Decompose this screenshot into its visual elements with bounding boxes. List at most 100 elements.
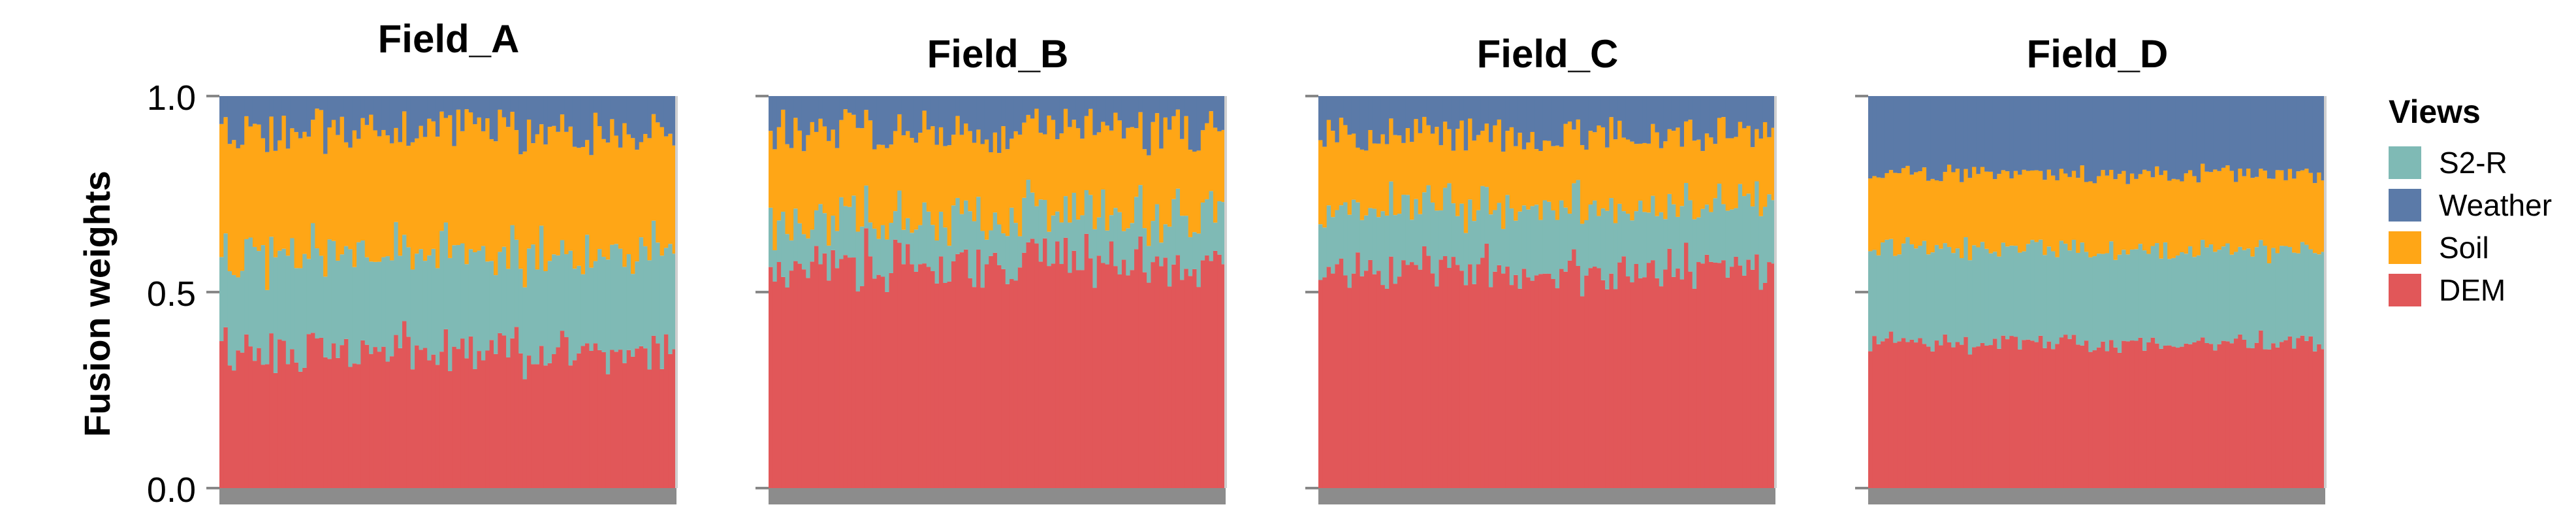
bar-segment-s2-r-31 bbox=[1997, 256, 2002, 349]
bar-segment-weather-86 bbox=[1126, 96, 1131, 128]
bar-segment-soil-108 bbox=[2317, 173, 2322, 255]
bar-segment-soil-3 bbox=[1331, 131, 1336, 218]
bar-segment-dem-25 bbox=[872, 278, 878, 488]
bar-segment-soil-89 bbox=[2238, 169, 2243, 247]
bar-segment-weather-29 bbox=[340, 96, 345, 117]
bar-segment-dem-66 bbox=[494, 353, 498, 488]
bar-segment-dem-94 bbox=[1159, 266, 1164, 488]
bar-segment-soil-45 bbox=[406, 146, 411, 248]
bar-segment-soil-10 bbox=[1360, 149, 1365, 220]
bar-segment-dem-23 bbox=[864, 228, 869, 488]
bar-segment-dem-11 bbox=[1364, 271, 1369, 488]
bar-segment-dem-21 bbox=[1955, 342, 1960, 488]
bar-segment-soil-36 bbox=[918, 133, 923, 225]
bar-segment-weather-74 bbox=[1075, 96, 1081, 129]
bar-segment-s2-r-81 bbox=[1105, 230, 1110, 265]
legend-swatch-dem bbox=[2389, 274, 2421, 306]
bar-segment-soil-96 bbox=[618, 147, 623, 249]
bar-segment-soil-33 bbox=[1455, 129, 1460, 216]
bar-segment-soil-84 bbox=[568, 126, 573, 251]
bar-segment-dem-16 bbox=[285, 364, 291, 488]
bar-segment-dem-52 bbox=[435, 365, 440, 488]
bar-segment-weather-83 bbox=[2213, 96, 2218, 170]
bar-segment-weather-76 bbox=[1634, 96, 1639, 144]
bar-segment-soil-12 bbox=[1368, 130, 1373, 208]
bar-segment-s2-r-13 bbox=[1372, 208, 1377, 274]
bar-segment-s2-r-91 bbox=[1147, 246, 1152, 283]
bar-segment-weather-0 bbox=[1318, 96, 1323, 140]
bar-segment-s2-r-107 bbox=[1213, 222, 1218, 251]
bar-segment-s2-r-42 bbox=[2043, 255, 2048, 348]
bar-segment-dem-60 bbox=[2117, 352, 2122, 488]
bar-segment-s2-r-54 bbox=[993, 212, 998, 253]
bar-segment-weather-43 bbox=[2046, 96, 2052, 170]
bar-segment-soil-88 bbox=[1134, 128, 1139, 197]
bar-segment-dem-57 bbox=[2105, 351, 2110, 488]
bar-segment-soil-73 bbox=[2171, 178, 2176, 258]
bar-segment-s2-r-47 bbox=[1514, 220, 1519, 275]
bar-segment-dem-31 bbox=[1447, 268, 1452, 488]
bar-segment-weather-40 bbox=[2034, 96, 2039, 171]
bar-segment-soil-83 bbox=[1663, 141, 1668, 220]
bar-segment-s2-r-87 bbox=[2229, 254, 2234, 344]
bar-segment-s2-r-41 bbox=[389, 260, 394, 357]
bar-segment-weather-65 bbox=[2138, 96, 2143, 174]
bar-segment-weather-4 bbox=[1884, 96, 1890, 173]
bar-segment-weather-95 bbox=[1163, 96, 1168, 118]
bar-segment-soil-52 bbox=[984, 139, 989, 240]
bar-segment-dem-25 bbox=[323, 357, 328, 488]
bar-segment-soil-101 bbox=[1738, 122, 1743, 184]
bar-segment-s2-r-105 bbox=[2304, 244, 2310, 341]
bar-segment-dem-97 bbox=[1721, 260, 1726, 488]
bar-segment-dem-72 bbox=[2167, 345, 2172, 488]
bar-segment-s2-r-63 bbox=[2129, 249, 2135, 341]
bar-segment-dem-86 bbox=[1126, 275, 1131, 488]
bar-segment-s2-r-14 bbox=[827, 245, 832, 281]
bar-segment-soil-24 bbox=[319, 110, 324, 256]
bar-segment-weather-75 bbox=[1080, 96, 1085, 139]
bar-segment-dem-102 bbox=[2292, 348, 2297, 488]
bar-segment-weather-73 bbox=[522, 96, 528, 152]
bar-segment-weather-103 bbox=[1196, 96, 1201, 151]
bar-segment-s2-r-108 bbox=[1767, 194, 1772, 263]
bar-segment-s2-r-50 bbox=[976, 197, 981, 250]
bar-segment-weather-32 bbox=[901, 96, 906, 136]
bar-segment-weather-49 bbox=[2071, 96, 2076, 171]
bar-segment-s2-r-75 bbox=[1630, 220, 1635, 283]
bar-segment-soil-24 bbox=[868, 120, 873, 223]
bar-segment-dem-65 bbox=[2138, 337, 2143, 488]
bar-segment-weather-26 bbox=[876, 96, 882, 145]
bar-segment-soil-106 bbox=[1209, 111, 1214, 191]
bar-segment-s2-r-19 bbox=[1947, 246, 1952, 342]
bar-segment-s2-r-9 bbox=[1356, 202, 1361, 253]
bar-segment-dem-30 bbox=[893, 239, 898, 488]
bar-segment-dem-39 bbox=[381, 346, 387, 488]
bar-segment-soil-34 bbox=[360, 118, 366, 241]
bar-segment-dem-61 bbox=[473, 369, 478, 488]
bar-segment-dem-101 bbox=[2287, 336, 2293, 488]
bar-segment-s2-r-88 bbox=[585, 235, 590, 344]
bar-segment-s2-r-79 bbox=[547, 261, 552, 363]
bar-segment-soil-63 bbox=[481, 131, 486, 246]
bar-segment-weather-63 bbox=[481, 96, 486, 131]
bar-segment-s2-r-78 bbox=[1642, 212, 1647, 278]
bar-segment-soil-30 bbox=[343, 142, 349, 246]
bar-segment-soil-38 bbox=[377, 136, 382, 262]
bar-segment-weather-6 bbox=[1893, 96, 1898, 173]
legend-swatch-s2-r bbox=[2389, 146, 2421, 179]
bar-segment-s2-r-42 bbox=[1493, 210, 1498, 272]
bar-segment-soil-27 bbox=[331, 120, 336, 241]
bar-segment-soil-61 bbox=[1572, 129, 1577, 184]
bar-segment-dem-58 bbox=[460, 338, 466, 488]
bar-segment-dem-77 bbox=[1089, 258, 1093, 488]
bar-segment-s2-r-65 bbox=[1038, 199, 1043, 262]
bar-segment-s2-r-28 bbox=[1435, 210, 1440, 287]
bar-segment-dem-50 bbox=[427, 360, 432, 488]
bar-segment-dem-17 bbox=[1939, 345, 1944, 488]
bar-segment-weather-19 bbox=[1947, 96, 1952, 165]
bar-segment-soil-19 bbox=[847, 112, 852, 207]
bar-segment-s2-r-73 bbox=[1621, 211, 1627, 257]
bar-segment-soil-4 bbox=[785, 144, 790, 235]
legend: Views S2-R Weather Soil DEM bbox=[2389, 93, 2552, 307]
bar-segment-soil-81 bbox=[1105, 125, 1110, 231]
